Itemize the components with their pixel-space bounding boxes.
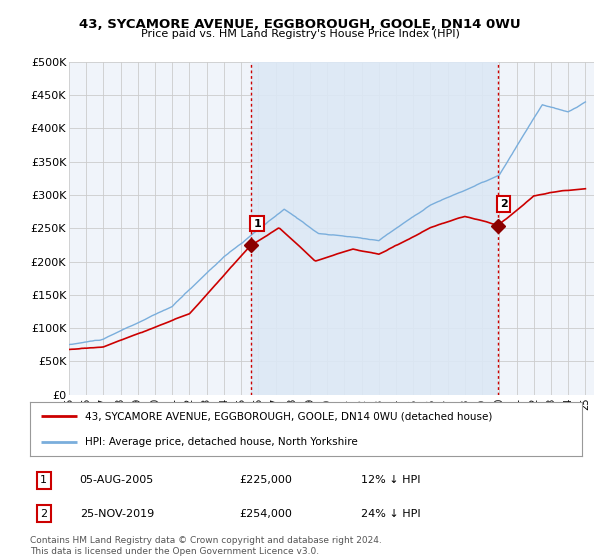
- Text: 24% ↓ HPI: 24% ↓ HPI: [361, 509, 421, 519]
- Bar: [251, 62, 497, 395]
- Text: 25-NOV-2019: 25-NOV-2019: [80, 509, 154, 519]
- Text: 12% ↓ HPI: 12% ↓ HPI: [361, 475, 421, 485]
- Text: 2: 2: [40, 509, 47, 519]
- Text: Contains HM Land Registry data © Crown copyright and database right 2024.
This d: Contains HM Land Registry data © Crown c…: [30, 536, 382, 556]
- Text: 43, SYCAMORE AVENUE, EGGBOROUGH, GOOLE, DN14 0WU (detached house): 43, SYCAMORE AVENUE, EGGBOROUGH, GOOLE, …: [85, 412, 493, 421]
- Text: 1: 1: [40, 475, 47, 485]
- Text: 2: 2: [500, 199, 508, 209]
- Text: 1: 1: [253, 218, 261, 228]
- Text: 05-AUG-2005: 05-AUG-2005: [80, 475, 154, 485]
- Text: £254,000: £254,000: [240, 509, 293, 519]
- Text: £225,000: £225,000: [240, 475, 293, 485]
- Text: HPI: Average price, detached house, North Yorkshire: HPI: Average price, detached house, Nort…: [85, 437, 358, 446]
- Text: 43, SYCAMORE AVENUE, EGGBOROUGH, GOOLE, DN14 0WU: 43, SYCAMORE AVENUE, EGGBOROUGH, GOOLE, …: [79, 18, 521, 31]
- Text: Price paid vs. HM Land Registry's House Price Index (HPI): Price paid vs. HM Land Registry's House …: [140, 29, 460, 39]
